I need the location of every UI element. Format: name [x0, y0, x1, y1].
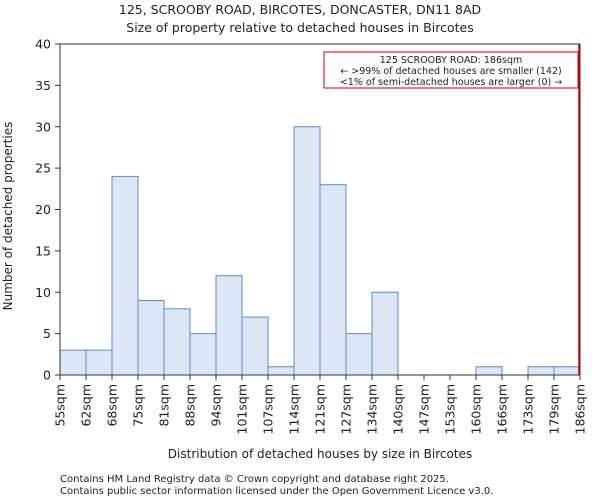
bar [319, 184, 347, 376]
x-tick-label: 88sqm [183, 384, 198, 427]
x-tick-label: 107sqm [261, 384, 276, 434]
x-tick-label: 101sqm [235, 384, 250, 434]
footer-line-2: Contains public sector information licen… [60, 486, 493, 497]
annotation-frame [323, 51, 579, 89]
x-tick-label: 75sqm [131, 384, 146, 427]
annotation-line-1: 125 SCROOBY ROAD: 186sqm [380, 55, 523, 66]
x-tick-label: 160sqm [469, 384, 484, 434]
bar [475, 366, 503, 376]
bar [85, 349, 113, 376]
x-tick-label: 186sqm [573, 384, 588, 434]
y-tick-label: 40 [35, 37, 51, 52]
x-axis-label: Distribution of detached houses by size … [168, 447, 472, 461]
bar [189, 333, 217, 376]
bar [293, 126, 321, 376]
bar [241, 316, 269, 376]
bar [371, 291, 399, 376]
x-tick-label: 127sqm [339, 384, 354, 434]
x-tick-label: 179sqm [547, 384, 562, 434]
annotation-line-2: ← >99% of detached houses are smaller (1… [340, 66, 561, 77]
x-axis: 55sqm 62sqm 68sqm 75sqm 81sqm 88sqm 94sqm 101sq… [53, 375, 588, 434]
y-tick-label: 30 [35, 119, 51, 134]
bar [345, 333, 373, 376]
y-tick-label: 10 [35, 285, 51, 300]
x-tick-label: 140sqm [391, 384, 406, 434]
y-tick-label: 0 [43, 368, 51, 383]
x-tick-label: 121sqm [313, 384, 328, 434]
annotation-box: 125 SCROOBY ROAD: 186sqm ← >99% of detac… [323, 51, 579, 89]
bar [215, 275, 243, 376]
footer-line-1: Contains HM Land Registry data © Crown c… [60, 474, 449, 485]
x-tick-label: 147sqm [417, 384, 432, 434]
bar [137, 300, 165, 376]
x-tick-label: 166sqm [495, 384, 510, 434]
bar [267, 366, 295, 376]
y-axis: 0 5 10 15 20 25 30 35 40 [35, 37, 60, 383]
chart-subtitle: Size of property relative to detached ho… [126, 20, 473, 35]
bar [553, 366, 581, 376]
y-tick-label: 25 [35, 161, 51, 176]
x-tick-label: 55sqm [53, 384, 68, 427]
x-tick-label: 68sqm [105, 384, 120, 427]
x-tick-label: 153sqm [443, 384, 458, 434]
x-tick-label: 134sqm [365, 384, 380, 434]
x-tick-label: 114sqm [287, 384, 302, 434]
bar [163, 308, 191, 376]
bar [59, 349, 87, 376]
x-tick-label: 62sqm [79, 384, 94, 427]
y-axis-label: Number of detached properties [1, 122, 15, 311]
y-tick-label: 20 [35, 202, 51, 217]
y-tick-label: 35 [35, 78, 51, 93]
chart-title: 125, SCROOBY ROAD, BIRCOTES, DONCASTER, … [119, 2, 481, 17]
x-tick-label: 81sqm [157, 384, 172, 427]
bar [111, 175, 139, 376]
bar [527, 366, 555, 376]
y-tick-label: 15 [35, 243, 51, 258]
x-tick-label: 173sqm [521, 384, 536, 434]
annotation-line-3: <1% of semi-detached houses are larger (… [340, 77, 562, 88]
x-tick-label: 94sqm [209, 384, 224, 427]
y-tick-label: 5 [43, 326, 51, 341]
bars [59, 126, 581, 376]
